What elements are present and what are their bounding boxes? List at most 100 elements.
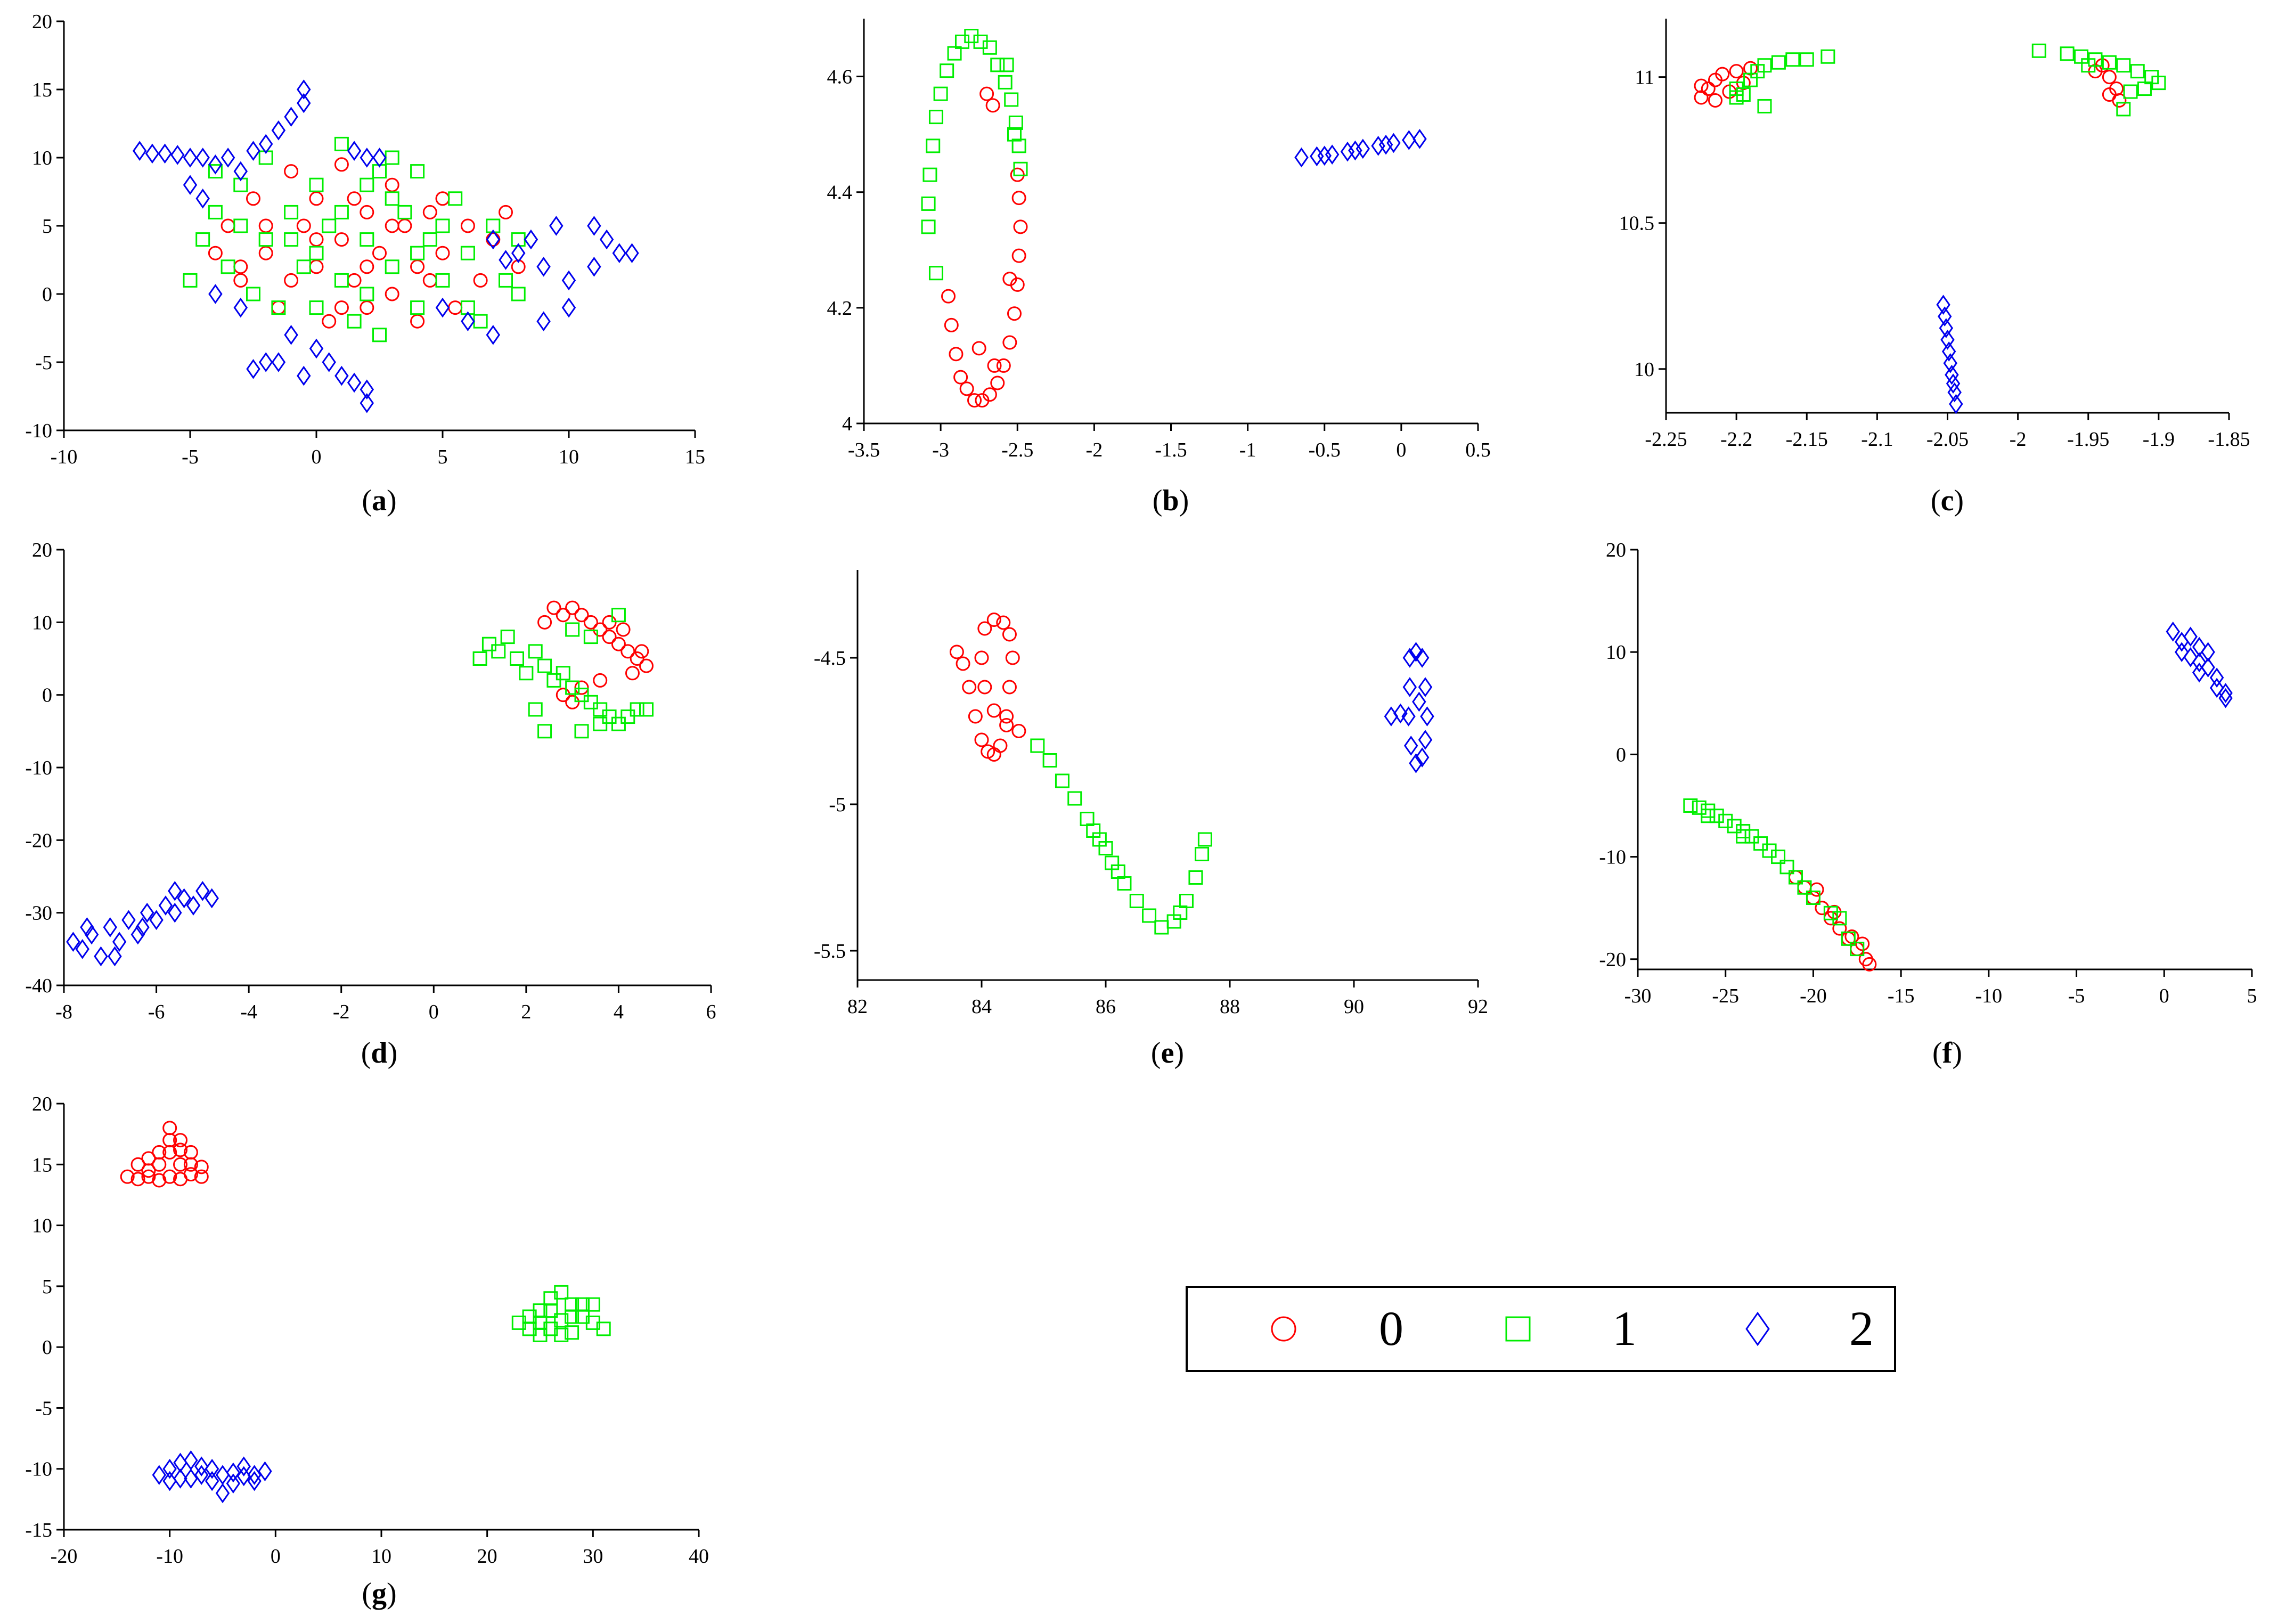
data-point <box>611 716 626 731</box>
data-point <box>1011 138 1026 153</box>
data-point <box>473 314 488 329</box>
data-point <box>2192 662 2207 683</box>
data-point <box>953 370 968 385</box>
series-2 <box>66 880 219 967</box>
data-point <box>385 218 399 233</box>
data-point <box>554 1327 569 1342</box>
series-1 <box>1030 738 1212 935</box>
x-tick-label: -2.05 <box>1926 428 1969 451</box>
data-point <box>602 615 617 630</box>
data-point <box>985 98 1000 113</box>
y-tick-label: -5 <box>35 352 52 374</box>
data-point <box>922 167 937 182</box>
x-tick-label: -10 <box>1975 985 2003 1007</box>
data-point <box>583 615 598 630</box>
y-tick-label: -10 <box>1599 846 1626 869</box>
data-point <box>334 205 349 219</box>
data-point <box>208 284 223 304</box>
data-point <box>461 311 475 332</box>
data-point <box>2116 102 2131 117</box>
y-tick-label: -4.5 <box>814 647 846 670</box>
data-point <box>926 138 941 153</box>
data-point <box>309 246 324 260</box>
data-point <box>247 1465 262 1485</box>
data-point <box>1403 736 1418 756</box>
data-point <box>1855 936 1870 951</box>
y-tick-label: 20 <box>1606 539 1626 561</box>
data-point <box>2151 76 2166 91</box>
data-point <box>565 695 580 709</box>
data-point <box>500 630 515 644</box>
data-point <box>208 246 223 260</box>
data-point <box>554 1285 569 1300</box>
panel-b: -3.5 -3 -2.5 -2 -1.5 -1 -0.5 0 0.5 4 4.2 4.4 4.6 (b) <box>827 19 1491 517</box>
data-point <box>205 888 219 909</box>
data-point <box>410 300 425 315</box>
data-point <box>565 622 580 637</box>
data-point <box>360 379 374 400</box>
data-point <box>334 232 349 247</box>
data-point <box>554 1313 569 1328</box>
data-point <box>2192 652 2207 673</box>
data-point <box>933 86 948 101</box>
data-point <box>977 680 992 695</box>
data-point <box>1727 819 1742 834</box>
data-point <box>173 1157 188 1172</box>
data-point <box>410 314 425 329</box>
data-point <box>1788 870 1803 885</box>
data-point <box>195 232 210 247</box>
panel-a: -10 -5 0 5 10 15 -10 -5 0 5 10 15 20 (a) <box>25 11 705 517</box>
data-point <box>296 218 311 233</box>
y-tick-label: 4 <box>842 413 852 435</box>
x-tick-label: 0 <box>2159 985 2169 1007</box>
data-point <box>1683 798 1698 813</box>
data-point <box>162 1121 177 1136</box>
data-point <box>233 297 248 318</box>
data-point <box>574 688 589 703</box>
x-tick-label: 5 <box>2247 985 2257 1007</box>
data-point <box>2192 636 2207 657</box>
data-point <box>499 250 513 270</box>
data-point <box>2209 678 2224 698</box>
data-point <box>385 177 399 192</box>
legend: 0 1 2 <box>1186 1286 1896 1372</box>
data-point <box>1011 191 1026 206</box>
data-point <box>135 917 150 937</box>
legend-box <box>1186 1286 1896 1372</box>
data-point <box>546 673 561 688</box>
y-tick-label: 20 <box>32 1093 52 1115</box>
data-point <box>593 702 608 717</box>
data-point <box>612 243 627 264</box>
data-point <box>1420 706 1434 727</box>
data-point <box>334 273 349 288</box>
data-point <box>1188 870 1203 885</box>
data-point <box>561 270 576 291</box>
data-point <box>511 287 526 301</box>
data-point <box>528 644 543 659</box>
data-point <box>2218 683 2233 703</box>
data-point <box>152 1465 167 1485</box>
data-point <box>215 1483 230 1504</box>
y-tick-label: 5 <box>42 215 52 238</box>
data-point <box>1946 373 1961 394</box>
data-point <box>574 680 589 695</box>
data-point <box>158 143 172 164</box>
data-point <box>132 141 147 161</box>
data-point <box>536 256 551 277</box>
data-point <box>1809 882 1824 897</box>
panel-e: 82 84 86 88 90 92 -5.5 -5 -4.5 (e) <box>814 570 1488 1070</box>
y-tick-label: -40 <box>25 975 52 997</box>
data-point <box>247 1471 262 1491</box>
data-point <box>574 724 589 739</box>
data-point <box>968 709 983 724</box>
data-point <box>1937 306 1952 327</box>
data-point <box>1418 677 1433 697</box>
data-point <box>347 314 362 329</box>
data-point <box>556 688 570 703</box>
data-point <box>1806 890 1820 905</box>
data-point <box>583 695 598 709</box>
panel-g: -20 -10 0 10 20 30 40 -15 -10 -5 0 5 10 15 20 (g) <box>25 1093 709 1610</box>
data-point <box>941 289 956 304</box>
x-tick-label: 86 <box>1096 995 1116 1018</box>
data-point <box>1111 864 1125 879</box>
